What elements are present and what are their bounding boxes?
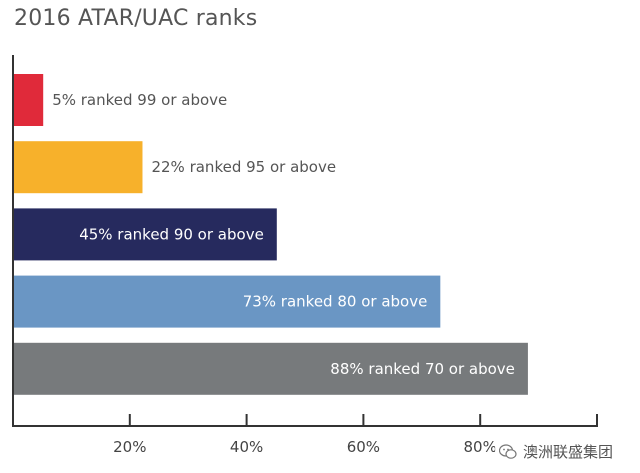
bar-data-label: 22% ranked 95 or above bbox=[151, 158, 336, 176]
chart-title: 2016 ATAR/UAC ranks bbox=[14, 6, 258, 31]
x-tick-label: 80% bbox=[464, 438, 497, 456]
x-tick-label: 20% bbox=[113, 438, 146, 456]
bar bbox=[14, 141, 143, 194]
bar bbox=[14, 208, 277, 261]
watermark: 澳洲联盛集团 bbox=[495, 440, 618, 463]
bar bbox=[14, 275, 441, 328]
bar-data-label: 88% ranked 70 or above bbox=[330, 360, 515, 378]
bar-data-label: 73% ranked 80 or above bbox=[243, 293, 428, 311]
wechat-icon bbox=[499, 443, 517, 459]
x-tick-label: 60% bbox=[347, 438, 380, 456]
bar-data-label: 5% ranked 99 or above bbox=[52, 91, 227, 109]
bar bbox=[14, 74, 44, 126]
watermark-text: 澳洲联盛集团 bbox=[523, 443, 614, 461]
bar-data-label: 45% ranked 90 or above bbox=[79, 225, 264, 243]
bar bbox=[14, 342, 528, 395]
x-tick-label: 40% bbox=[230, 438, 263, 456]
